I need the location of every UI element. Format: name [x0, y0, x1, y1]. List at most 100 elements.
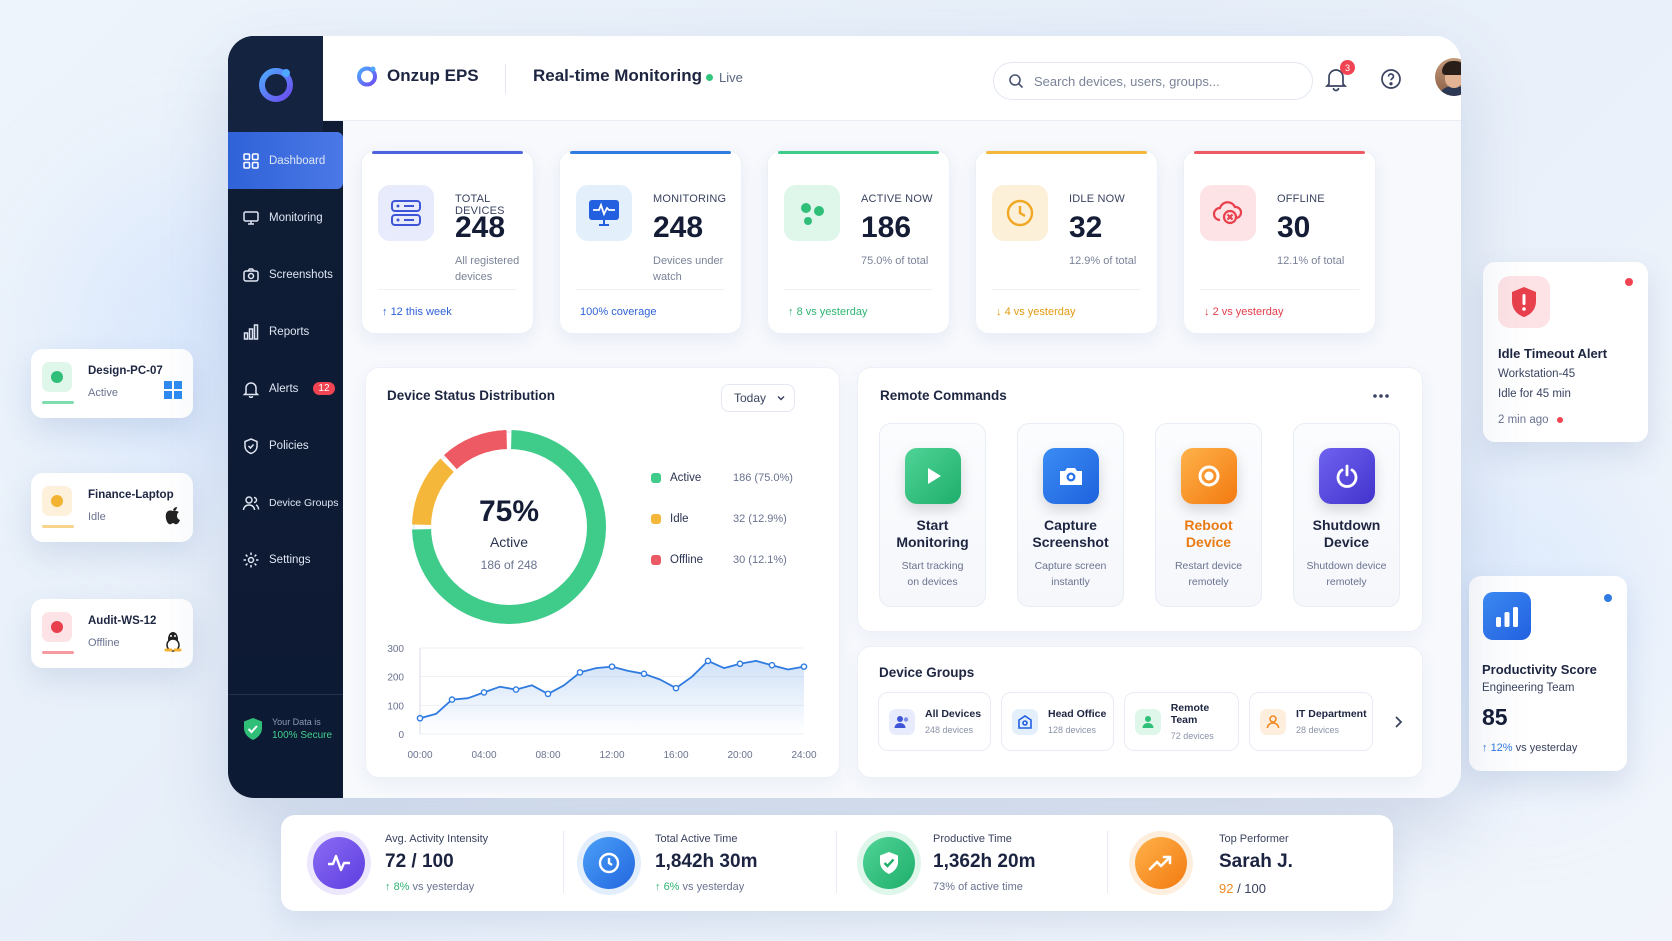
group-name: Head Office — [1048, 708, 1107, 720]
sidebar-item-dashboard[interactable]: Dashboard — [228, 132, 343, 189]
power-icon — [1319, 448, 1375, 504]
alert-shield-icon — [1498, 276, 1550, 328]
search-box[interactable] — [993, 62, 1313, 100]
divider — [378, 289, 517, 290]
y-tick-label: 100 — [387, 701, 404, 712]
bottom-stat-change-text: 73% of active time — [933, 881, 1023, 893]
up-arrow-icon: ↑ — [385, 881, 394, 893]
more-options-icon[interactable] — [1372, 393, 1390, 399]
capture-screenshot-button[interactable]: Capture Screenshot Capture screen instantl… — [1017, 423, 1124, 607]
device-groups-panel: Device Groups All Devices 248 devices Hea… — [857, 646, 1423, 778]
remote-commands-panel: Remote Commands Start Monitoring Start tr… — [857, 367, 1423, 632]
stat-value: 248 — [455, 211, 506, 244]
sidebar-item-label: Device Groups — [269, 496, 339, 509]
line-area — [420, 660, 804, 734]
range-value: Today — [734, 391, 767, 405]
bottom-stat-change-text: vs yesterday — [682, 881, 745, 893]
reboot-device-button[interactable]: Reboot Device Restart device remotely — [1155, 423, 1262, 607]
device-card-design-pc[interactable]: Design-PC-07 Active — [31, 349, 193, 418]
data-secure-indicator: Your Data is 100% Secure — [228, 694, 343, 741]
group-it-department[interactable]: IT Department 28 devices — [1249, 692, 1373, 751]
clock-icon — [583, 837, 635, 889]
bottom-stat-change: 8% — [393, 881, 410, 893]
performer-score-total: / 100 — [1233, 881, 1266, 896]
brand[interactable]: Onzup EPS — [355, 64, 479, 88]
bell-icon[interactable] — [1323, 66, 1349, 92]
command-title: Shutdown — [1312, 517, 1381, 533]
device-card-finance-laptop[interactable]: Finance-Laptop Idle — [31, 473, 193, 542]
sidebar-item-reports[interactable]: Reports — [228, 303, 343, 360]
command-sub: Start tracking — [901, 560, 964, 572]
search-input[interactable] — [1034, 73, 1294, 89]
bottom-stat-value: 1,362h 20m — [933, 851, 1036, 872]
productivity-dot — [1604, 594, 1612, 602]
performer-score: 92 — [1219, 881, 1234, 896]
group-remote-team[interactable]: Remote Team 72 devices — [1124, 692, 1239, 751]
group-all-devices[interactable]: All Devices 248 devices — [878, 692, 991, 751]
stat-sub: Devices under watch — [653, 255, 724, 283]
live-dot — [706, 74, 713, 81]
up-arrow-icon: ↑ — [1482, 742, 1491, 754]
device-status-panel: Device Status Distribution Today 75% Act… — [365, 367, 840, 778]
down-arrow-icon: ↓ — [996, 306, 1002, 318]
command-title: Capture — [1044, 517, 1097, 533]
bottom-stat-change: 6% — [663, 881, 680, 893]
productivity-score-card[interactable]: Productivity Score Engineering Team 85 ↑… — [1469, 576, 1627, 771]
legend-swatch — [651, 473, 661, 483]
status-bar — [42, 401, 74, 404]
idle-timeout-alert-card[interactable]: Idle Timeout Alert Workstation-45 Idle f… — [1483, 262, 1648, 442]
sidebar-item-policies[interactable]: Policies — [228, 417, 343, 474]
sidebar-item-device-groups[interactable]: Device Groups — [228, 474, 343, 531]
stat-change-num: 8 — [796, 306, 803, 318]
sidebar-item-settings[interactable]: Settings — [228, 531, 343, 588]
help-icon[interactable] — [1378, 66, 1404, 92]
range-dropdown[interactable]: Today — [721, 384, 795, 412]
stat-footer: 100% coverage — [580, 306, 656, 318]
sidebar-item-screenshots[interactable]: Screenshots — [228, 246, 343, 303]
stat-card-idle-now[interactable]: IDLE NOW 32 12.9% of total ↓ 4 vs yester… — [975, 150, 1158, 334]
app-logo[interactable] — [228, 36, 323, 132]
shield-icon — [244, 437, 258, 454]
device-status: Offline — [88, 637, 120, 649]
stat-sub: 12.1% of total — [1277, 255, 1345, 267]
productivity-title: Productivity Score — [1482, 662, 1597, 677]
sidebar-item-label: Screenshots — [269, 268, 333, 281]
device-card-audit-ws[interactable]: Audit-WS-12 Offline — [31, 599, 193, 668]
bottom-stat-label: Avg. Activity Intensity — [385, 833, 489, 845]
server-icon — [378, 185, 434, 241]
alert-title: Idle Timeout Alert — [1498, 346, 1608, 361]
chevron-right-icon[interactable] — [1392, 714, 1404, 730]
stat-card-total-devices[interactable]: TOTAL DEVICES 248 All registered devices… — [361, 150, 534, 334]
y-tick-label: 200 — [387, 673, 404, 684]
alerts-count-badge: 12 — [313, 382, 335, 395]
data-point — [512, 686, 520, 693]
stat-productive-time: Productive Time 1,362h 20m 73% of active… — [841, 815, 1113, 911]
stat-change-text: vs yesterday — [805, 306, 868, 318]
start-monitoring-button[interactable]: Start Monitoring Start tracking on devices — [879, 423, 986, 607]
status-bar — [42, 651, 74, 654]
stat-card-monitoring[interactable]: MONITORING 248 Devices under watch 100% … — [559, 150, 742, 334]
x-tick-label: 08:00 — [535, 750, 560, 761]
stat-card-offline[interactable]: OFFLINE 30 12.1% of total ↓ 2 vs yesterd… — [1183, 150, 1376, 334]
shield-check-icon — [863, 837, 915, 889]
panel-title: Device Groups — [879, 665, 975, 680]
stat-card-active-now[interactable]: ACTIVE NOW 186 75.0% of total ↑ 8 vs yes… — [767, 150, 950, 334]
search-icon — [1009, 74, 1024, 89]
data-point — [672, 684, 680, 692]
donut-segment-active — [412, 430, 606, 624]
avatar[interactable] — [1435, 58, 1461, 96]
reboot-icon — [1181, 448, 1237, 504]
shutdown-device-button[interactable]: Shutdown Device Shutdown device remotely — [1293, 423, 1400, 607]
group-head-office[interactable]: Head Office 128 devices — [1001, 692, 1114, 751]
legend-value: 186 (75.0%) — [733, 472, 793, 484]
stat-value: 32 — [1069, 211, 1103, 244]
legend-swatch — [651, 555, 661, 565]
stat-change-text: vs yesterday — [1013, 306, 1076, 318]
stat-sub: 12.9% of total — [1069, 255, 1137, 267]
bottom-stat-label: Total Active Time — [655, 833, 738, 845]
donut-center-label: Active — [489, 534, 529, 550]
sidebar-item-alerts[interactable]: Alerts 12 — [228, 360, 343, 417]
notification-badge: 3 — [1340, 60, 1355, 75]
device-status: Idle — [88, 511, 106, 523]
sidebar-item-monitoring[interactable]: Monitoring — [228, 189, 343, 246]
